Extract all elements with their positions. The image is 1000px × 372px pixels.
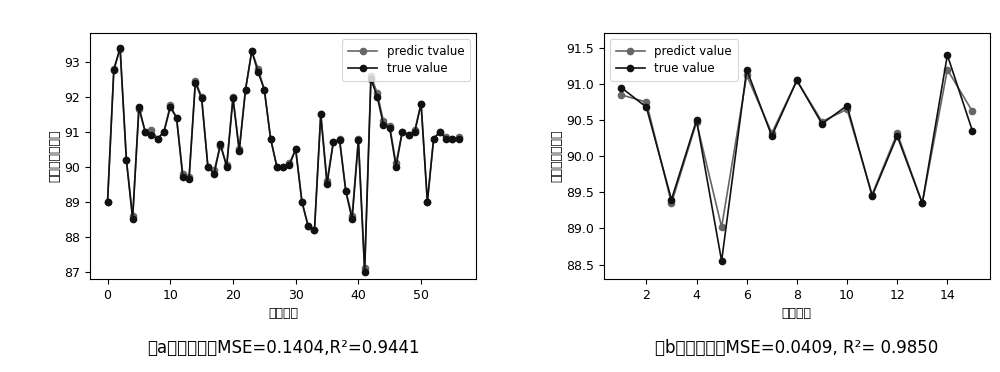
Text: （a）训练集：MSE=0.1404,R²=0.9441: （a）训练集：MSE=0.1404,R²=0.9441	[147, 339, 419, 357]
predict value	[916, 201, 928, 205]
predict value	[816, 119, 828, 124]
predic tvalue	[127, 214, 139, 218]
true value	[816, 122, 828, 126]
true value	[102, 200, 114, 204]
true value	[841, 103, 853, 108]
true value	[916, 201, 928, 205]
predict value	[640, 100, 652, 104]
Line: true value: true value	[618, 52, 976, 264]
Line: predic tvalue: predic tvalue	[104, 46, 462, 272]
predic tvalue	[114, 47, 126, 51]
predict value	[791, 78, 803, 83]
predic tvalue	[202, 164, 214, 169]
true value	[791, 78, 803, 83]
true value	[352, 138, 364, 143]
predict value	[866, 192, 878, 197]
Legend: predict value, true value: predict value, true value	[610, 39, 738, 81]
true value	[766, 134, 778, 138]
true value	[741, 67, 753, 72]
X-axis label: 样本编号: 样本编号	[268, 307, 298, 320]
true value	[691, 118, 703, 122]
predic tvalue	[346, 214, 358, 218]
true value	[891, 134, 903, 138]
true value	[359, 270, 371, 274]
true value	[615, 86, 627, 90]
Y-axis label: 相对动弹性模量: 相对动弹性模量	[48, 130, 61, 183]
Line: predict value: predict value	[618, 67, 976, 230]
predict value	[615, 93, 627, 97]
true value	[866, 194, 878, 198]
true value	[120, 157, 132, 162]
true value	[640, 105, 652, 109]
true value	[127, 217, 139, 222]
true value	[966, 129, 978, 133]
predict value	[716, 225, 728, 229]
predic tvalue	[352, 137, 364, 141]
predic tvalue	[102, 200, 114, 204]
true value	[258, 87, 270, 92]
predic tvalue	[453, 135, 465, 139]
predic tvalue	[359, 266, 371, 271]
predict value	[691, 120, 703, 125]
X-axis label: 样本编号: 样本编号	[782, 307, 812, 320]
predict value	[665, 201, 677, 205]
Text: （b）测试集：MSE=0.0409, R²= 0.9850: （b）测试集：MSE=0.0409, R²= 0.9850	[655, 339, 938, 357]
true value	[716, 259, 728, 263]
predict value	[841, 107, 853, 112]
true value	[114, 45, 126, 50]
true value	[453, 137, 465, 141]
predict value	[941, 67, 953, 72]
true value	[941, 53, 953, 57]
predict value	[766, 131, 778, 135]
predict value	[966, 109, 978, 114]
Line: true value: true value	[104, 44, 462, 275]
predict value	[741, 73, 753, 78]
Legend: predic tvalue, true value: predic tvalue, true value	[342, 39, 470, 81]
true value	[202, 164, 214, 169]
true value	[665, 197, 677, 202]
Y-axis label: 相对动弹性模量: 相对动弹性模量	[550, 130, 563, 183]
predic tvalue	[258, 87, 270, 92]
predict value	[891, 131, 903, 135]
true value	[346, 217, 358, 222]
predic tvalue	[120, 157, 132, 162]
